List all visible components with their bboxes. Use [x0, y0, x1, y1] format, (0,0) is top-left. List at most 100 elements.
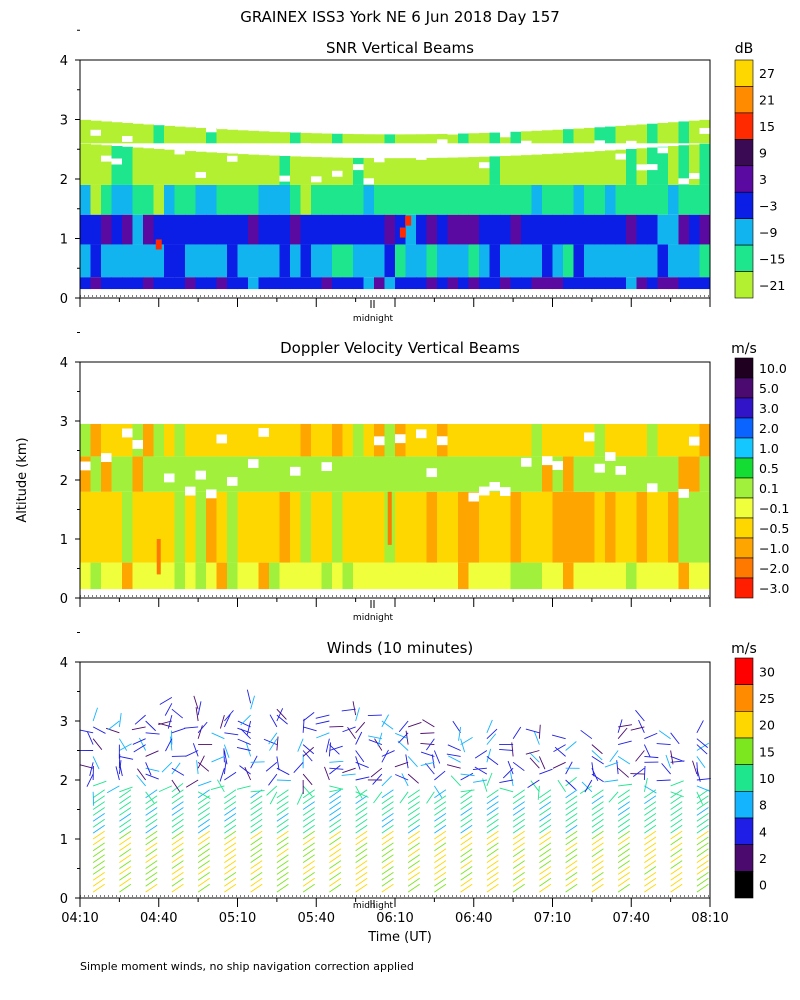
- doppler-cell: [269, 491, 280, 563]
- wind-barb: [224, 842, 237, 852]
- wind-barb: [302, 883, 315, 893]
- wind-barb: [407, 877, 420, 887]
- doppler-cell: [248, 456, 259, 492]
- wind-barb: [512, 872, 525, 881]
- wind-barb: [171, 762, 181, 775]
- wind-barb: [145, 720, 156, 732]
- doppler-colorbar-label: −0.5: [759, 521, 789, 536]
- wind-barb: [696, 854, 709, 863]
- doppler-cell: [552, 491, 564, 563]
- snr-cell: [258, 244, 270, 278]
- snr-cell: [531, 244, 543, 278]
- wind-barb: [315, 714, 330, 719]
- wind-barb: [486, 866, 499, 875]
- wind-barb: [617, 830, 630, 840]
- wind-barb: [118, 738, 128, 751]
- wind-barb: [499, 787, 514, 793]
- snr-cell: [447, 133, 459, 144]
- wind-barb: [460, 872, 473, 881]
- wind-barb: [486, 807, 499, 816]
- snr-cell: [132, 277, 144, 290]
- snr-colorbar-swatch: [734, 112, 754, 140]
- snr-cell: [689, 277, 700, 290]
- wind-barb: [137, 768, 146, 781]
- wind-barb: [394, 761, 409, 768]
- wind-barb: [538, 724, 541, 739]
- wind-barb: [302, 860, 315, 869]
- wind-barb: [145, 848, 158, 858]
- winds-field: [79, 689, 711, 893]
- wind-barb: [460, 848, 473, 858]
- wind-barb: [224, 807, 237, 816]
- doppler-cell: [531, 562, 543, 590]
- wind-barb: [184, 726, 199, 729]
- wind-barb: [92, 780, 107, 787]
- doppler-cell: [678, 423, 690, 457]
- doppler-cell: [395, 562, 406, 590]
- snr-cell: [647, 244, 658, 278]
- wind-barb: [329, 744, 340, 755]
- snr-cell: [531, 130, 543, 144]
- snr-cell: [321, 244, 333, 278]
- doppler-colorbar-swatch: [734, 437, 754, 459]
- doppler-cell: [363, 456, 375, 492]
- snr-cell: [300, 277, 312, 290]
- snr-ytick-label: 0: [60, 292, 68, 307]
- wind-barb: [507, 760, 514, 775]
- wind-barb: [617, 801, 630, 810]
- doppler-cell: [573, 491, 585, 563]
- snr-cell: [563, 214, 574, 245]
- doppler-cell: [311, 562, 322, 590]
- snr-cell: [626, 277, 637, 290]
- doppler-cell: [647, 562, 658, 590]
- snr-cell: [342, 184, 354, 215]
- snr-cell: [542, 130, 553, 144]
- snr-midnight-label: midnight: [353, 314, 394, 324]
- snr-cell: [195, 214, 207, 245]
- snr-cell: [615, 244, 627, 278]
- snr-cell: [542, 277, 553, 290]
- snr-cell: [447, 184, 459, 215]
- wind-barb: [250, 801, 263, 810]
- doppler-cell: [542, 423, 553, 457]
- wind-barb: [197, 848, 210, 858]
- wind-barb: [92, 818, 105, 828]
- snr-cell: [479, 132, 490, 144]
- snr-cell: [374, 277, 385, 290]
- doppler-colorbar-swatch: [734, 357, 754, 379]
- x-axis-label: Time (UT): [367, 930, 432, 945]
- wind-barb: [302, 785, 313, 797]
- wind-barb: [250, 866, 263, 875]
- winds-ytick-label: 2: [60, 774, 68, 789]
- snr-colorbar-label: 15: [759, 119, 775, 134]
- wind-barb: [145, 767, 160, 772]
- doppler-colorbar-unit: m/s: [731, 341, 757, 357]
- wind-barb: [420, 761, 435, 767]
- doppler-gap: [647, 483, 658, 493]
- snr-cell: [489, 156, 501, 185]
- snr-cell: [657, 122, 669, 144]
- wind-barb: [670, 824, 683, 834]
- snr-cell: [573, 277, 585, 290]
- wind-barb: [328, 742, 332, 757]
- doppler-gap: [248, 459, 259, 468]
- snr-cell: [668, 122, 679, 144]
- doppler-gap: [605, 452, 616, 461]
- snr-cell: [552, 277, 564, 290]
- wind-barb: [197, 807, 210, 816]
- snr-cell: [111, 122, 123, 144]
- winds-colorbar-swatch: [734, 791, 754, 819]
- doppler-cell: [153, 456, 165, 492]
- snr-gap: [615, 153, 626, 160]
- snr-cell: [416, 134, 427, 144]
- wind-barb: [239, 765, 251, 775]
- wind-barb: [329, 883, 342, 893]
- snr-cell: [447, 157, 459, 185]
- doppler-colorbar-swatch: [734, 457, 754, 479]
- wind-barb: [486, 756, 499, 766]
- wind-barb: [171, 854, 184, 863]
- doppler-cell: [342, 456, 354, 492]
- wind-barb: [329, 830, 342, 840]
- doppler-cell: [237, 491, 249, 563]
- wind-barb: [565, 818, 578, 828]
